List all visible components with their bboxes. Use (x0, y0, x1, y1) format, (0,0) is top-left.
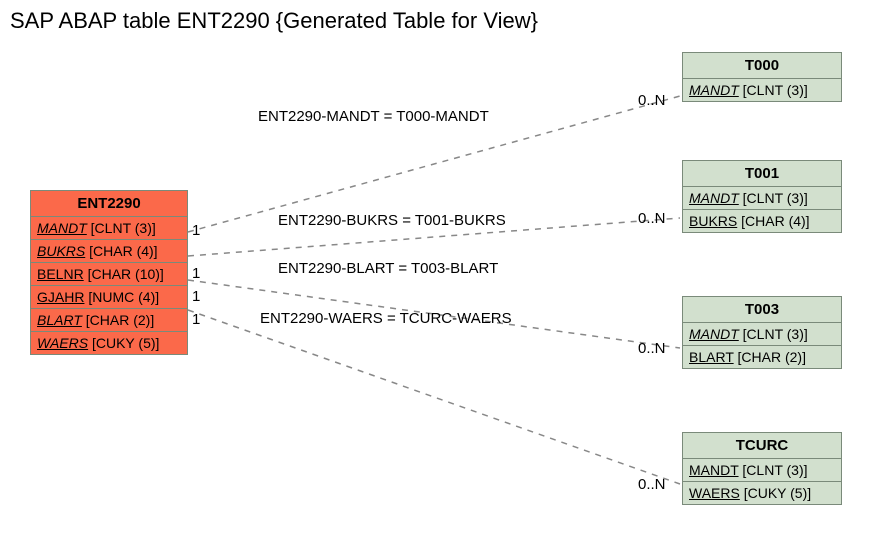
entity-row: MANDT [CLNT (3)] (31, 217, 187, 240)
column-name: WAERS (689, 485, 740, 501)
column-type: [CHAR (4)] (85, 243, 157, 259)
entity-row: MANDT [CLNT (3)] (683, 323, 841, 346)
column-name: GJAHR (37, 289, 84, 305)
entity-t003: T003MANDT [CLNT (3)]BLART [CHAR (2)] (682, 296, 842, 369)
column-name: BLART (37, 312, 82, 328)
column-type: [CLNT (3)] (739, 190, 808, 206)
edge-label: ENT2290-WAERS = TCURC-WAERS (260, 310, 512, 327)
column-type: [CUKY (5)] (740, 485, 811, 501)
entity-header: T001 (683, 161, 841, 187)
entity-row: MANDT [CLNT (3)] (683, 79, 841, 101)
diagram-title: SAP ABAP table ENT2290 {Generated Table … (10, 8, 538, 34)
cardinality-right: 0..N (638, 340, 666, 357)
column-name: MANDT (689, 82, 739, 98)
column-name: WAERS (37, 335, 88, 351)
column-type: [CHAR (2)] (82, 312, 154, 328)
cardinality-left: 1 (192, 265, 200, 282)
edge-label: ENT2290-MANDT = T000-MANDT (258, 108, 489, 125)
cardinality-right: 0..N (638, 210, 666, 227)
cardinality-left: 1 (192, 288, 200, 305)
entity-tcurc: TCURCMANDT [CLNT (3)]WAERS [CUKY (5)] (682, 432, 842, 505)
edge-label: ENT2290-BUKRS = T001-BUKRS (278, 212, 506, 229)
column-type: [CLNT (3)] (739, 82, 808, 98)
entity-ent2290: ENT2290MANDT [CLNT (3)]BUKRS [CHAR (4)]B… (30, 190, 188, 355)
cardinality-right: 0..N (638, 92, 666, 109)
entity-row: BLART [CHAR (2)] (683, 346, 841, 368)
entity-header: T000 (683, 53, 841, 79)
column-name: BUKRS (689, 213, 737, 229)
entity-t001: T001MANDT [CLNT (3)]BUKRS [CHAR (4)] (682, 160, 842, 233)
entity-row: MANDT [CLNT (3)] (683, 459, 841, 482)
column-type: [NUMC (4)] (84, 289, 159, 305)
column-type: [CLNT (3)] (739, 326, 808, 342)
column-type: [CHAR (10)] (84, 266, 164, 282)
column-name: MANDT (37, 220, 87, 236)
column-name: MANDT (689, 190, 739, 206)
column-type: [CLNT (3)] (739, 462, 808, 478)
column-type: [CHAR (4)] (737, 213, 809, 229)
column-name: BUKRS (37, 243, 85, 259)
entity-row: MANDT [CLNT (3)] (683, 187, 841, 210)
entity-row: WAERS [CUKY (5)] (683, 482, 841, 504)
column-type: [CHAR (2)] (734, 349, 806, 365)
entity-row: BLART [CHAR (2)] (31, 309, 187, 332)
column-name: MANDT (689, 326, 739, 342)
column-name: BELNR (37, 266, 84, 282)
entity-header: TCURC (683, 433, 841, 459)
column-type: [CLNT (3)] (87, 220, 156, 236)
cardinality-left: 1 (192, 222, 200, 239)
entity-row: BUKRS [CHAR (4)] (31, 240, 187, 263)
entity-header: T003 (683, 297, 841, 323)
cardinality-right: 0..N (638, 476, 666, 493)
edge-label: ENT2290-BLART = T003-BLART (278, 260, 498, 277)
entity-row: WAERS [CUKY (5)] (31, 332, 187, 354)
column-name: MANDT (689, 462, 739, 478)
entity-row: GJAHR [NUMC (4)] (31, 286, 187, 309)
entity-t000: T000MANDT [CLNT (3)] (682, 52, 842, 102)
cardinality-left: 1 (192, 311, 200, 328)
column-type: [CUKY (5)] (88, 335, 159, 351)
entity-row: BELNR [CHAR (10)] (31, 263, 187, 286)
column-name: BLART (689, 349, 734, 365)
entity-header: ENT2290 (31, 191, 187, 217)
entity-row: BUKRS [CHAR (4)] (683, 210, 841, 232)
